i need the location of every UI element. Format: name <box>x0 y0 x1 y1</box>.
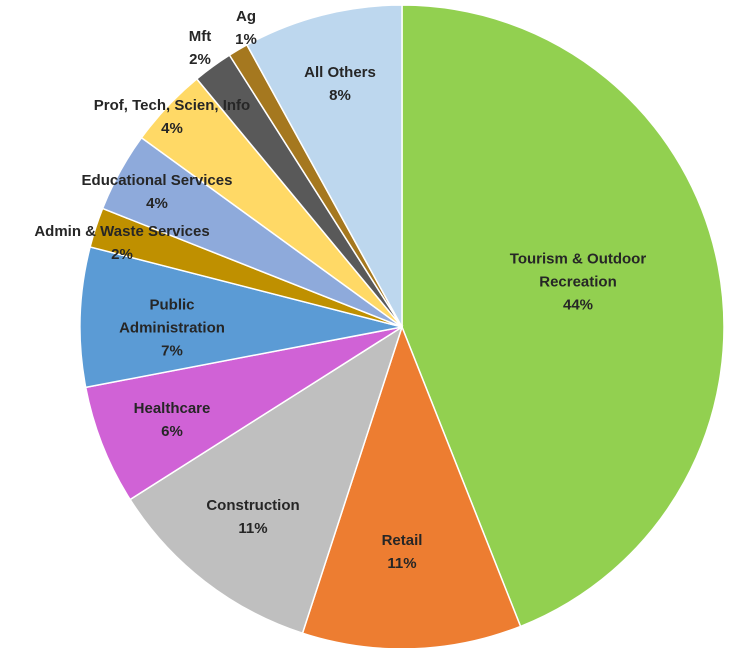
category-label: Prof, Tech, Scien, Info <box>93 97 251 114</box>
category-label: Tourism & Outdoor Recreation <box>509 250 647 291</box>
value-label: 44% <box>562 296 594 314</box>
value-label: 4% <box>146 195 168 212</box>
slice-label: Retail 11% <box>342 529 462 575</box>
value-label: 11% <box>387 555 417 572</box>
slice-label: Construction 11% <box>173 494 333 540</box>
value-label: 4% <box>161 120 183 137</box>
category-label: Admin & Waste Services <box>34 223 210 240</box>
slice <box>245 4 403 328</box>
value-label: 11% <box>238 520 268 537</box>
category-label: All Others <box>304 64 376 81</box>
slice-label: Educational Services 4% <box>57 169 257 215</box>
value-label: 2% <box>111 246 133 263</box>
slice-label: Tourism & Outdoor Recreation 44% <box>483 248 673 317</box>
slice-label: All Others 8% <box>280 61 400 107</box>
slice-label: Healthcare 6% <box>112 397 232 443</box>
slice-label: Ag 1% <box>226 5 266 51</box>
slice-label: Prof, Tech, Scien, Info 4% <box>72 94 272 140</box>
category-label: Retail <box>381 532 423 549</box>
value-label: 7% <box>161 342 183 360</box>
category-label: Healthcare <box>133 400 211 417</box>
category-label: Construction <box>206 497 300 514</box>
category-label: Educational Services <box>81 172 233 189</box>
value-label: 1% <box>235 31 257 48</box>
slice <box>79 246 403 389</box>
slice <box>129 325 404 635</box>
slice-label: Admin & Waste Services 2% <box>2 220 242 266</box>
slice <box>401 4 725 628</box>
slice-label: Public Administration 7% <box>112 294 232 363</box>
value-label: 2% <box>189 51 211 68</box>
slice <box>84 326 403 501</box>
category-label: Mft <box>188 28 212 45</box>
category-label: Ag <box>236 8 256 25</box>
slice-label: Mft 2% <box>170 25 230 71</box>
slice <box>301 324 522 648</box>
value-label: 8% <box>329 87 351 104</box>
value-label: 6% <box>161 423 183 440</box>
category-label: Public Administration <box>119 296 225 337</box>
